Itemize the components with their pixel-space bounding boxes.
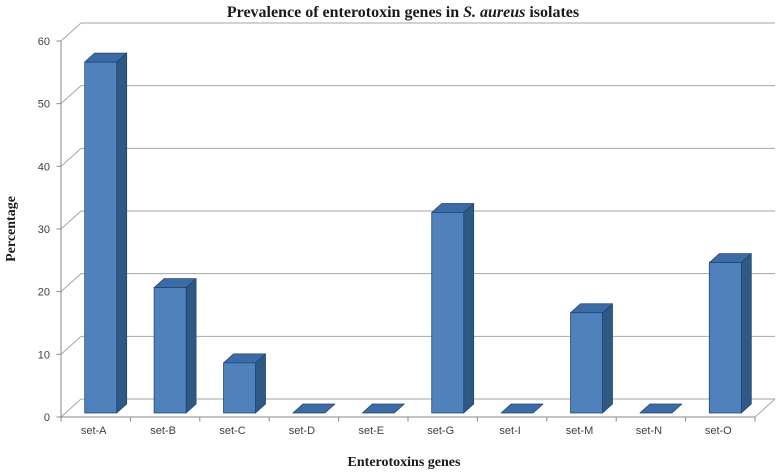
y-tick-label: 60	[38, 36, 50, 48]
bar-set-C	[223, 362, 256, 414]
bar-set-N	[639, 403, 683, 414]
y-tick-label: 40	[38, 161, 50, 173]
y-tick-label: 50	[38, 99, 50, 111]
x-axis-title: Enterotoxins genes	[348, 455, 461, 470]
x-category-label: set-I	[499, 425, 520, 437]
depth-line	[60, 85, 82, 105]
y-tick-label: 30	[38, 224, 50, 236]
y-tick-label: 0	[44, 412, 50, 424]
depth-line	[60, 210, 82, 230]
bar-side-set-B	[185, 278, 197, 414]
plot-area: 0 10 20 30 40 50 60 set-A set-B set-C set-D set-E se…	[38, 22, 776, 437]
chart-title-prefix: Prevalence of enterotoxin genes in	[227, 4, 463, 21]
y-tick-label: 10	[38, 349, 50, 361]
bar-set-E	[361, 403, 405, 414]
x-category-label: set-B	[150, 425, 176, 437]
bar-side-set-A	[116, 52, 128, 414]
x-category-label: set-C	[219, 425, 245, 437]
chart-title-suffix: isolates	[525, 4, 579, 21]
bar-set-A	[84, 61, 118, 414]
depth-line	[60, 398, 82, 418]
depth-line	[60, 335, 82, 355]
chart-title: Prevalence of enterotoxin genes in S. au…	[227, 4, 579, 21]
bar-side-set-M	[602, 303, 613, 414]
bar-set-G	[431, 212, 465, 414]
x-category-label: set-M	[566, 425, 594, 437]
bar-set-M	[570, 312, 603, 414]
x-category-label: set-O	[705, 425, 732, 437]
depth-line	[60, 22, 82, 42]
floor-depth-line	[754, 398, 776, 418]
depth-line	[60, 273, 82, 293]
bar-set-D	[292, 403, 336, 414]
bar-set-O	[708, 262, 742, 414]
y-axis-title: Percentage	[4, 196, 19, 262]
x-category-label: set-A	[81, 425, 107, 437]
x-category-label: set-G	[427, 425, 454, 437]
bar-set-I	[500, 403, 544, 414]
chart-title-species: S. aureus	[463, 4, 525, 21]
x-category-label: set-N	[636, 425, 662, 437]
x-category-label: set-E	[358, 425, 384, 437]
x-category-label: set-D	[289, 425, 315, 437]
depth-line	[60, 147, 82, 167]
bar-side-set-O	[740, 253, 752, 414]
bar-set-B	[153, 287, 187, 414]
bar-side-set-G	[463, 203, 475, 414]
y-tick-label: 20	[38, 287, 50, 299]
bar-side-set-C	[255, 353, 266, 414]
